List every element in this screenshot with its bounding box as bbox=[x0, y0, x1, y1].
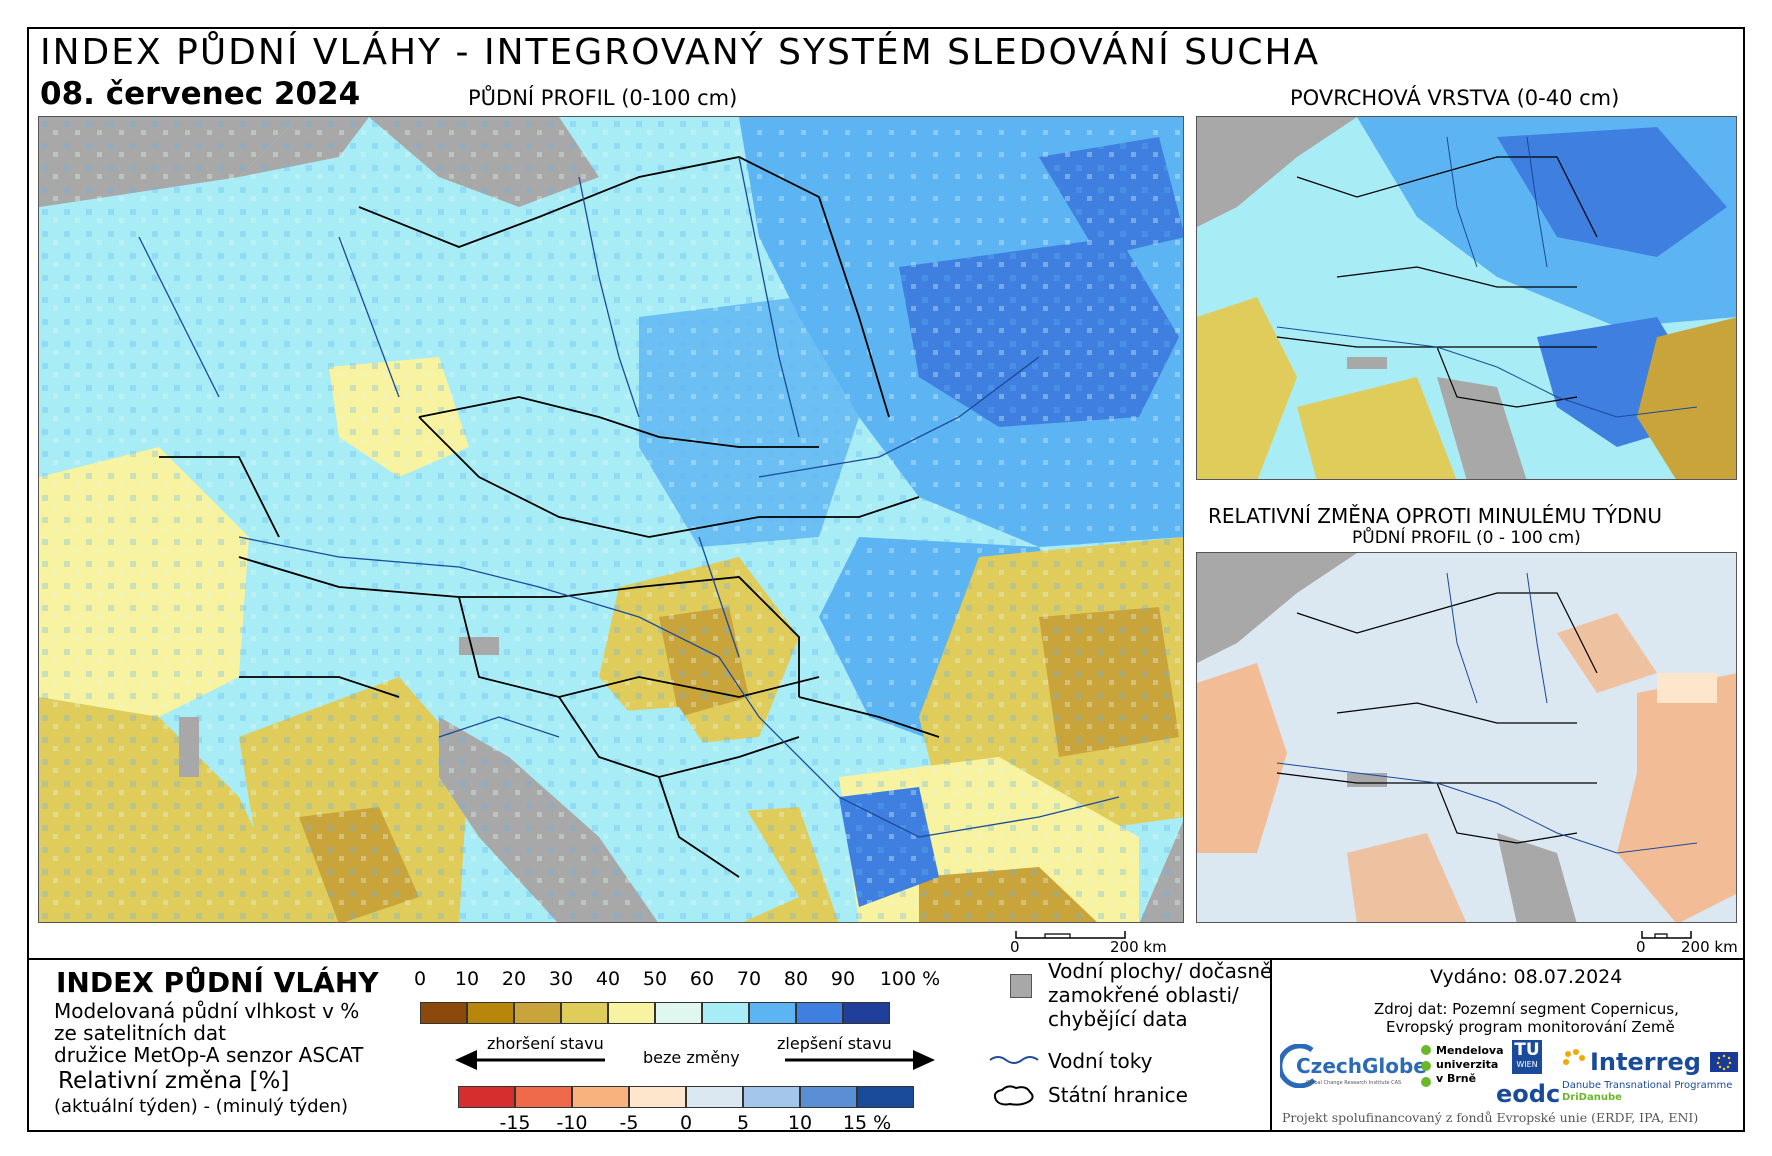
index-tick-2: 20 bbox=[501, 968, 527, 990]
legend-desc-1: Modelovaná půdní vlhkost v % bbox=[54, 999, 360, 1023]
issued-date: Vydáno: 08.07.2024 bbox=[1430, 966, 1623, 988]
index-swatch-2 bbox=[514, 1002, 561, 1024]
river-line-icon bbox=[989, 1056, 1039, 1064]
water-label-3: chybějící data bbox=[1048, 1007, 1188, 1031]
index-swatch-6 bbox=[702, 1002, 749, 1024]
issue-date: 08. červenec 2024 bbox=[40, 76, 361, 112]
change-swatch-3 bbox=[629, 1086, 686, 1108]
change-swatch-0 bbox=[458, 1086, 515, 1108]
tu-wien-logo: TU WIEN bbox=[1512, 1040, 1542, 1074]
change-swatch-4 bbox=[686, 1086, 743, 1108]
change-tick-1: -10 bbox=[556, 1112, 588, 1134]
source-line-2: Evropský program monitorování Země bbox=[1386, 1018, 1675, 1036]
tu-sub: WIEN bbox=[1516, 1060, 1538, 1069]
interreg-sub-2: DriDanube bbox=[1562, 1092, 1622, 1103]
border-outline-icon bbox=[993, 1085, 1034, 1106]
change-swatch-6 bbox=[800, 1086, 857, 1108]
small-scale-start: 0 bbox=[1636, 938, 1646, 956]
water-label-2: zamokřené oblasti/ bbox=[1048, 983, 1239, 1007]
surface-layer-map bbox=[1196, 116, 1737, 480]
main-scale-end: 200 km bbox=[1110, 938, 1167, 956]
change-map-label: RELATIVNÍ ZMĚNA OPROTI MINULÉMU TÝDNU bbox=[1208, 504, 1663, 528]
main-scale-bar: 0 200 km bbox=[1010, 926, 1167, 956]
change-swatch-5 bbox=[743, 1086, 800, 1108]
index-tick-1: 10 bbox=[454, 968, 480, 990]
eu-flag-icon bbox=[1710, 1052, 1738, 1072]
source-line-1: Zdroj dat: Pozemní segment Copernicus, bbox=[1374, 1000, 1679, 1018]
legend-divider bbox=[27, 958, 1745, 960]
index-swatch-7 bbox=[749, 1002, 796, 1024]
index-tick-10: 100 % bbox=[879, 968, 941, 990]
mendel-line-3: v Brně bbox=[1436, 1072, 1477, 1085]
water-area-swatch bbox=[1010, 974, 1032, 998]
mendel-line-1: Mendelova bbox=[1436, 1044, 1504, 1057]
change-swatch-7 bbox=[857, 1086, 914, 1108]
water-label-1: Vodní plochy/ dočasně bbox=[1048, 959, 1273, 983]
index-colorbar: 0 10 20 30 40 50 60 70 80 90 100 % bbox=[414, 966, 960, 1026]
legend-desc-3: družice MetOp-A senzor ASCAT bbox=[54, 1043, 364, 1067]
worse-label: zhoršení stavu bbox=[487, 1034, 604, 1053]
mendel-line-2: univerzita bbox=[1436, 1058, 1499, 1071]
change-tick-2: -5 bbox=[619, 1112, 639, 1134]
change-tick-6: 15 % bbox=[842, 1112, 892, 1134]
interreg-name: Interreg bbox=[1590, 1048, 1701, 1076]
index-swatch-1 bbox=[467, 1002, 514, 1024]
funding-note: Projekt spolufinancovaný z fondů Evropsk… bbox=[1282, 1110, 1699, 1125]
main-soil-moisture-map bbox=[38, 116, 1184, 923]
legend-desc-2: ze satelitních dat bbox=[54, 1021, 226, 1045]
index-tick-7: 70 bbox=[736, 968, 762, 990]
legend-title: INDEX PŮDNÍ VLÁHY bbox=[56, 966, 379, 999]
borders-label: Státní hranice bbox=[1048, 1083, 1188, 1107]
relative-change-map bbox=[1196, 552, 1737, 923]
change-tick-5: 10 bbox=[787, 1112, 813, 1134]
index-tick-4: 40 bbox=[595, 968, 621, 990]
eodc-logo: eodc bbox=[1496, 1080, 1561, 1108]
index-swatch-8 bbox=[796, 1002, 843, 1024]
index-tick-5: 50 bbox=[642, 968, 668, 990]
interreg-sub-1: Danube Transnational Programme bbox=[1562, 1080, 1733, 1091]
index-tick-0: 0 bbox=[413, 968, 427, 990]
interreg-burst-icon bbox=[1563, 1049, 1585, 1065]
index-tick-6: 60 bbox=[689, 968, 715, 990]
index-tick-3: 30 bbox=[548, 968, 574, 990]
change-swatch-1 bbox=[515, 1086, 572, 1108]
info-divider bbox=[1270, 958, 1272, 1132]
change-swatch-2 bbox=[572, 1086, 629, 1108]
main-scale-start: 0 bbox=[1010, 938, 1020, 956]
change-legend-title: Relativní změna [%] bbox=[58, 1068, 290, 1094]
change-map-sublabel: PŮDNÍ PROFIL (0 - 100 cm) bbox=[1352, 528, 1581, 548]
change-tick-4: 5 bbox=[736, 1112, 750, 1134]
index-tick-8: 80 bbox=[783, 968, 809, 990]
main-map-label: PŮDNÍ PROFIL (0-100 cm) bbox=[468, 86, 738, 110]
interreg-logo: Interreg Danube Transnational Programme … bbox=[1560, 1044, 1740, 1103]
index-swatch-9 bbox=[843, 1002, 890, 1024]
change-direction-arrows: zhoršení stavu beze změny zlepšení stavu bbox=[455, 1034, 935, 1074]
czechglobe-logo: CzechGlobe Global Change Research Instit… bbox=[1280, 1044, 1427, 1096]
index-swatch-0 bbox=[420, 1002, 467, 1024]
change-tick-0: -15 bbox=[499, 1112, 531, 1134]
mendel-university-logo: Mendelova univerzita v Brně bbox=[1420, 1044, 1504, 1104]
small-scale-bar: 0 200 km bbox=[1636, 926, 1746, 956]
change-colorbar: -15 -10 -5 0 5 10 15 % bbox=[458, 1076, 918, 1134]
index-tick-9: 90 bbox=[830, 968, 856, 990]
no-change-label: beze změny bbox=[643, 1048, 740, 1067]
change-tick-3: 0 bbox=[679, 1112, 693, 1134]
surface-map-label: POVRCHOVÁ VRSTVA (0-40 cm) bbox=[1290, 86, 1620, 110]
index-swatch-5 bbox=[655, 1002, 702, 1024]
better-label: zlepšení stavu bbox=[777, 1034, 892, 1053]
page-title: INDEX PŮDNÍ VLÁHY - INTEGROVANÝ SYSTÉM S… bbox=[40, 32, 1321, 73]
index-swatch-4 bbox=[608, 1002, 655, 1024]
czechglobe-name: CzechGlobe bbox=[1296, 1054, 1427, 1078]
index-swatch-3 bbox=[561, 1002, 608, 1024]
change-legend-desc: (aktuální týden) - (minulý týden) bbox=[54, 1096, 349, 1117]
czechglobe-sub: Global Change Research Institute CAS bbox=[1306, 1080, 1402, 1086]
tu-text: TU bbox=[1514, 1040, 1540, 1060]
rivers-label: Vodní toky bbox=[1048, 1049, 1153, 1073]
small-scale-end: 200 km bbox=[1681, 938, 1738, 956]
